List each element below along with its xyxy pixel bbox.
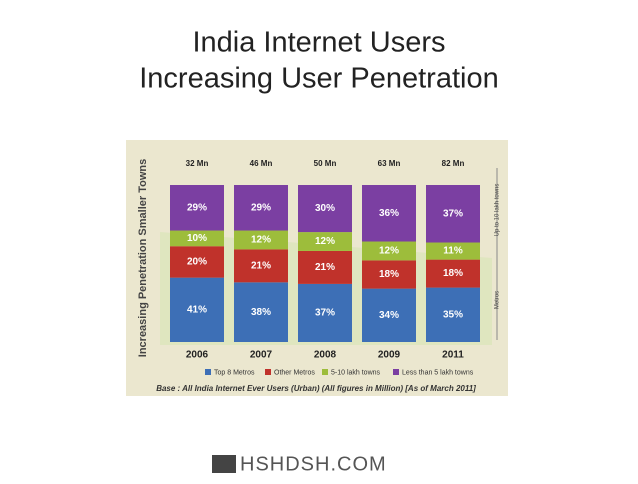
value-label: 34%	[379, 310, 399, 321]
x-tick-label: 2007	[250, 350, 273, 361]
value-label: 12%	[315, 236, 335, 247]
value-label: 21%	[251, 260, 271, 271]
x-tick-label: 2006	[186, 350, 209, 361]
x-tick-label: 2011	[442, 350, 464, 361]
legend-swatch	[322, 369, 328, 375]
bar-segment	[362, 241, 416, 261]
side-label: Metros	[495, 291, 501, 309]
x-tick-label: 2008	[314, 350, 337, 361]
value-label: 12%	[379, 246, 399, 257]
legend-label: Less than 5 lakh towns	[402, 369, 474, 376]
value-label: 29%	[187, 202, 207, 213]
total-label: 46 Mn	[250, 159, 273, 168]
legend-label: 5-10 lakh towns	[331, 369, 381, 376]
value-label: 10%	[187, 233, 207, 244]
bar-segment	[170, 246, 224, 278]
bar-segment	[298, 250, 352, 284]
logo-icon	[212, 455, 236, 473]
value-label: 20%	[187, 257, 207, 268]
bar-segment	[426, 287, 480, 342]
total-label: 82 Mn	[442, 159, 465, 168]
total-label: 32 Mn	[186, 159, 209, 168]
note: Base : All India Internet Ever Users (Ur…	[156, 384, 476, 393]
legend-swatch	[205, 369, 211, 375]
value-label: 37%	[443, 208, 463, 219]
bar-segment	[234, 230, 288, 250]
value-label: 29%	[251, 202, 271, 213]
bar-segment	[362, 260, 416, 289]
slide-subtitle: Increasing User Penetration	[139, 63, 498, 95]
bar-segment	[234, 249, 288, 283]
logo: HSHDSH.COM	[240, 453, 387, 475]
bar-segment	[426, 185, 480, 243]
legend-swatch	[393, 369, 399, 375]
value-label: 11%	[443, 246, 463, 257]
value-label: 30%	[315, 203, 335, 214]
bar-segment	[362, 185, 416, 242]
value-label: 18%	[379, 269, 399, 280]
value-label: 38%	[251, 307, 271, 318]
side-label: Up to 10 lakh towns	[495, 184, 501, 237]
legend-label: Other Metros	[274, 369, 315, 376]
slide-title: India Internet Users	[192, 27, 445, 59]
value-label: 35%	[443, 309, 463, 320]
bar-segment	[234, 282, 288, 342]
value-label: 36%	[379, 208, 399, 219]
bar-segment	[362, 288, 416, 342]
bar-segment	[170, 277, 224, 342]
bar-segment	[298, 185, 352, 233]
total-label: 63 Mn	[378, 159, 401, 168]
value-label: 21%	[315, 262, 335, 273]
bar-segment	[298, 232, 352, 251]
bar-segment	[170, 230, 224, 247]
total-label: 50 Mn	[314, 159, 337, 168]
value-label: 41%	[187, 304, 207, 315]
value-label: 37%	[315, 308, 335, 319]
legend-label: Top 8 Metros	[214, 369, 255, 376]
bar-segment	[298, 283, 352, 342]
y-label: Increasing Penetration Smaller Towns	[137, 159, 149, 357]
bar-segment	[426, 242, 480, 260]
value-label: 12%	[251, 235, 271, 246]
bar-segment	[234, 185, 288, 231]
x-tick-label: 2009	[378, 350, 401, 361]
value-label: 18%	[443, 268, 463, 279]
bar-segment	[426, 259, 480, 288]
bar-segment	[170, 185, 224, 231]
legend-swatch	[265, 369, 271, 375]
